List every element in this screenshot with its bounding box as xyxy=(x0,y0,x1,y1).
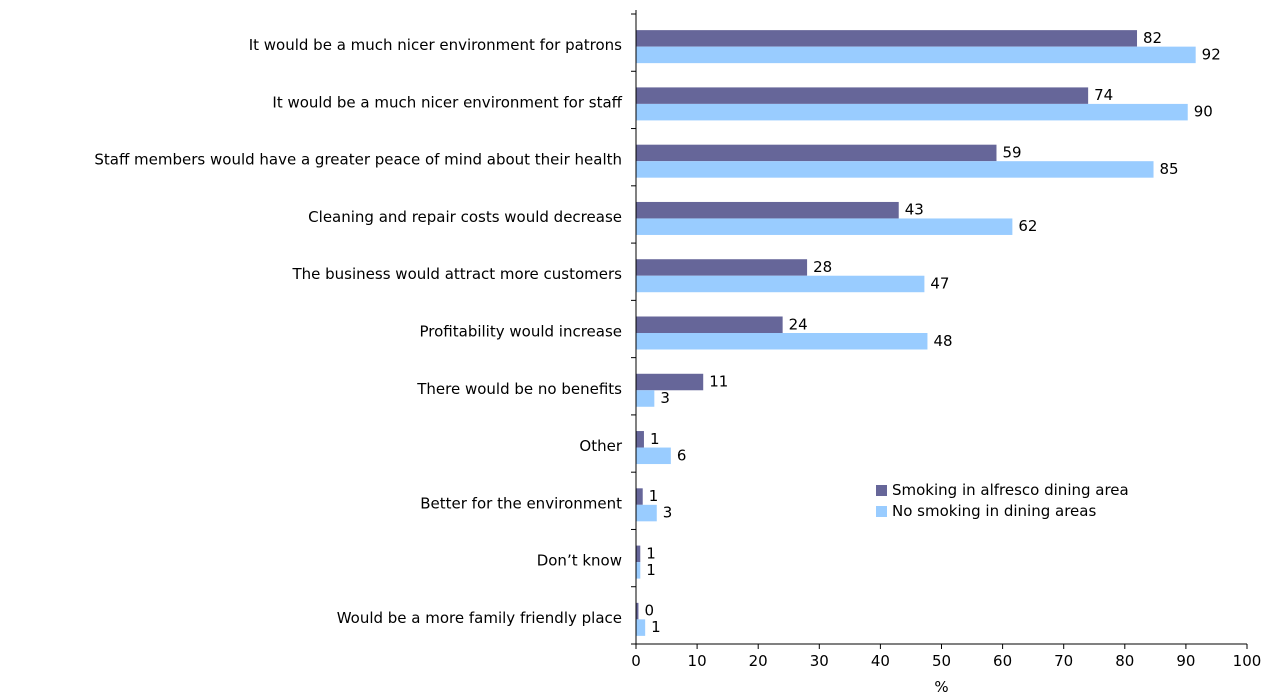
legend-label-series-1: Smoking in alfresco dining area xyxy=(892,481,1129,499)
legend-swatch-series-2 xyxy=(876,506,887,517)
legend-swatch-series-1 xyxy=(876,485,887,496)
data-label-series-1: 24 xyxy=(789,315,808,333)
bar-series-2 xyxy=(636,218,1013,235)
category-label: Better for the environment xyxy=(420,494,622,512)
bar-series-1 xyxy=(636,144,997,162)
data-label-series-2: 1 xyxy=(651,618,661,636)
category-label: It would be a much nicer environment for… xyxy=(249,36,622,54)
x-tick-label: 10 xyxy=(688,652,707,670)
x-tick-label: 90 xyxy=(1176,652,1195,670)
bar-series-1 xyxy=(636,316,783,333)
data-label-series-2: 90 xyxy=(1194,103,1213,121)
bar-series-1 xyxy=(636,431,644,448)
x-tick-label: 0 xyxy=(631,652,641,670)
x-tick-label: 40 xyxy=(871,652,890,670)
bar-series-1 xyxy=(636,602,639,620)
bar-series-2 xyxy=(636,46,1196,64)
data-label-series-1: 59 xyxy=(1002,143,1021,161)
bar-series-2 xyxy=(636,161,1154,178)
legend: Smoking in alfresco dining area No smoki… xyxy=(876,480,1129,522)
data-label-series-2: 1 xyxy=(646,561,656,579)
data-label-series-1: 43 xyxy=(905,201,924,219)
bar-series-1 xyxy=(636,373,704,391)
category-label: It would be a much nicer environment for… xyxy=(272,93,622,111)
category-label: Cleaning and repair costs would decrease xyxy=(308,208,622,226)
data-label-series-2: 62 xyxy=(1018,217,1037,235)
bar-series-2 xyxy=(636,390,655,407)
data-label-series-1: 82 xyxy=(1143,29,1162,47)
data-label-series-2: 85 xyxy=(1160,160,1179,178)
data-label-series-1: 1 xyxy=(646,544,656,562)
data-label-series-1: 1 xyxy=(650,430,660,448)
data-label-series-1: 0 xyxy=(644,602,654,620)
bar-series-2 xyxy=(636,504,657,522)
bar-series-2 xyxy=(636,333,928,350)
x-axis-title: % xyxy=(934,678,948,695)
data-label-series-1: 11 xyxy=(709,373,728,391)
x-tick-label: 30 xyxy=(810,652,829,670)
data-label-series-2: 3 xyxy=(663,504,673,522)
labels-layer: It would be a much nicer environment for… xyxy=(94,29,1220,636)
category-label: Profitability would increase xyxy=(420,323,623,341)
x-tick-label: 60 xyxy=(993,652,1012,670)
legend-item-series-1: Smoking in alfresco dining area xyxy=(876,480,1129,501)
data-label-series-1: 28 xyxy=(813,258,832,276)
category-label: Other xyxy=(579,437,622,455)
bar-series-2 xyxy=(636,447,671,465)
axes-layer: 0 10 20 30 40 50 60 70 80 90 100% xyxy=(631,10,1261,695)
data-label-series-2: 48 xyxy=(933,332,952,350)
data-label-series-2: 3 xyxy=(660,389,670,407)
x-tick-label: 20 xyxy=(749,652,768,670)
category-label: Staff members would have a greater peace… xyxy=(94,151,622,169)
category-label: The business would attract more customer… xyxy=(291,265,622,283)
bar-series-1 xyxy=(636,30,1138,47)
bar-series-1 xyxy=(636,259,808,276)
data-label-series-1: 1 xyxy=(649,487,659,505)
x-tick-label: 50 xyxy=(932,652,951,670)
category-label: There would be no benefits xyxy=(416,380,622,398)
bar-series-2 xyxy=(636,562,641,579)
bar-series-1 xyxy=(636,201,899,219)
data-label-series-2: 92 xyxy=(1202,45,1221,63)
bar-series-1 xyxy=(636,488,643,505)
bar-series-2 xyxy=(636,103,1188,121)
bars-layer xyxy=(636,30,1196,636)
bar-series-2 xyxy=(636,619,646,636)
legend-item-series-2: No smoking in dining areas xyxy=(876,501,1129,522)
bar-series-1 xyxy=(636,545,641,563)
data-label-series-2: 47 xyxy=(930,274,949,292)
x-tick-label: 100 xyxy=(1233,652,1262,670)
bar-series-1 xyxy=(636,87,1089,104)
bar-series-2 xyxy=(636,275,925,293)
data-label-series-1: 74 xyxy=(1094,86,1113,104)
x-tick-label: 80 xyxy=(1115,652,1134,670)
data-label-series-2: 6 xyxy=(677,446,687,464)
category-label: Don’t know xyxy=(537,552,622,570)
x-tick-label: 70 xyxy=(1054,652,1073,670)
category-label: Would be a more family friendly place xyxy=(337,609,622,627)
legend-label-series-2: No smoking in dining areas xyxy=(892,502,1097,520)
